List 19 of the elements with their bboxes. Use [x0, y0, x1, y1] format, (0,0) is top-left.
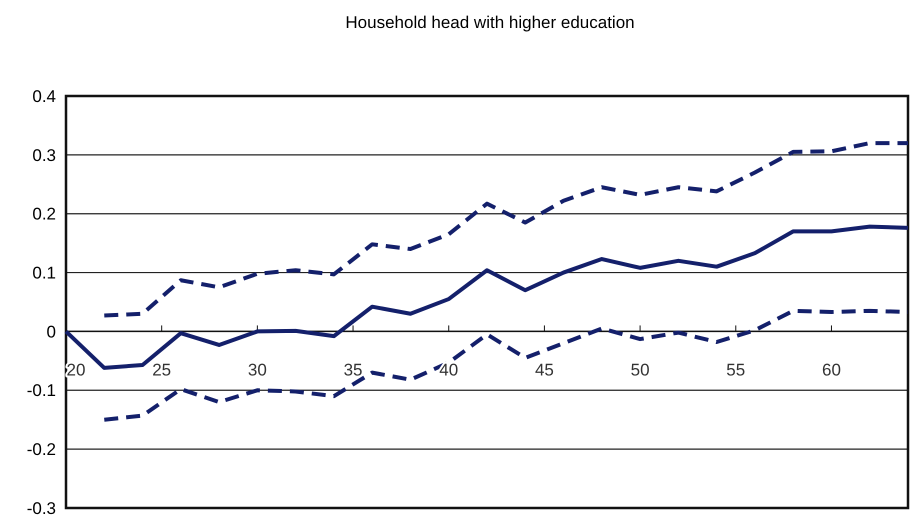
chart-title: Household head with higher education [345, 13, 635, 32]
y-tick-label: 0 [46, 322, 56, 342]
x-tick-label: 60 [822, 360, 841, 380]
x-tick-label: 25 [152, 360, 172, 380]
x-tick-label: 50 [630, 360, 650, 380]
y-tick-label: 0.2 [32, 204, 56, 224]
x-tick-label: 30 [248, 360, 267, 380]
y-tick-label: -0.3 [26, 498, 56, 518]
y-tick-label: -0.1 [26, 381, 56, 400]
x-tick-label: 35 [344, 360, 363, 380]
y-tick-label: 0.1 [32, 264, 56, 283]
line-series [102, 308, 910, 422]
x-tick-label: 55 [726, 360, 746, 380]
x-tick-label: 45 [534, 360, 554, 380]
x-tick-label: 40 [439, 360, 458, 380]
line-series [102, 141, 910, 318]
y-tick-label: 0.3 [32, 146, 56, 165]
y-tick-label: 0.4 [32, 86, 56, 106]
y-tick-label: -0.2 [26, 440, 56, 460]
